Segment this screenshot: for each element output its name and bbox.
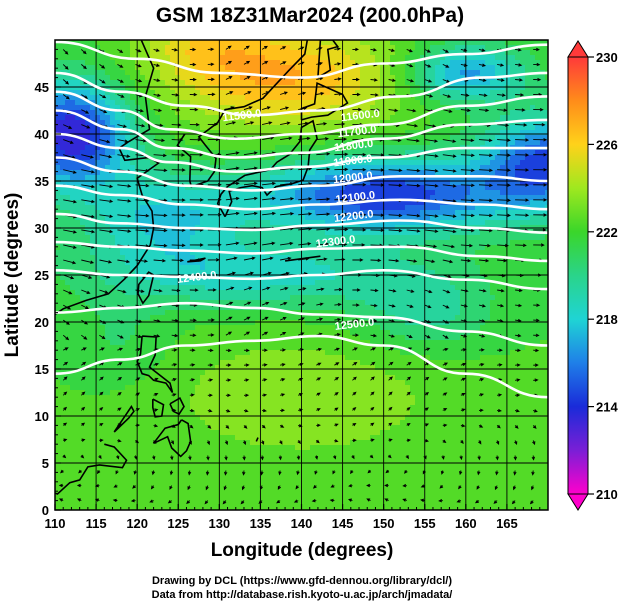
coastline-7 [152,419,192,458]
x-axis-ticks: 110 115 120 125 130 135 140 145 150 155 160 165 [45,504,541,531]
y-tick-label: 15 [35,362,49,377]
x-tick-label: 110 [45,516,66,531]
height-contour-10 [55,301,548,347]
temperature-field [55,40,548,510]
colorbar-tick-label: 218 [596,312,618,327]
contour-label-9: 12400.0 [176,269,217,286]
credit-line-1: Drawing by DCL (https://www.gfd-dennou.o… [152,575,452,587]
contour-label-1: 11600.0 [340,108,380,125]
height-contour-2 [55,90,548,141]
plot-area: 11500.0 11600.011700.011800.011900.012000… [55,40,548,510]
x-tick-label: 145 [332,516,354,531]
colorbar-tick-label: 210 [596,487,618,502]
contour-label-2: 11700.0 [337,124,377,141]
x-axis-label: Longitude (degrees) [211,540,394,561]
y-tick-label: 20 [35,315,49,330]
height-contours [55,40,548,399]
contour-label-5: 12000.0 [332,170,373,187]
x-tick-label: 155 [414,516,436,531]
coastline-3 [300,82,349,121]
height-contour-4 [55,132,548,173]
contour-label-7: 12200.0 [333,208,374,225]
y-axis-ticks: 0 5 10 15 20 25 30 35 40 45 [35,48,61,518]
x-tick-label: 140 [291,516,313,531]
x-tick-label: 165 [496,516,518,531]
contour-label-6: 12100.0 [335,189,376,206]
contour-label-0: 11500.0 [222,108,262,125]
coastline-4 [317,40,340,79]
y-tick-label: 35 [35,174,49,189]
coastline-6 [136,335,174,393]
contour-label-4: 11900.0 [333,153,373,170]
height-contour-9 [55,268,548,291]
height-contour-1 [55,71,548,117]
x-tick-label: 160 [455,516,477,531]
chart-title: GSM 18Z31Mar2024 (200.0hPa) [156,4,464,27]
y-tick-label: 45 [35,80,49,95]
colorbar: 230 226 222 218 214 210 [567,40,618,511]
colorbar-ticks: 230 226 222 218 214 210 [588,50,618,502]
height-contour-7 [55,212,548,234]
height-contour-5 [55,156,548,192]
coastline-1 [176,40,309,188]
y-tick-label: 40 [35,127,49,142]
colorbar-tick-label: 230 [596,50,618,65]
contour-labels: 11500.0 11600.011700.011800.011900.012000… [176,108,380,333]
y-tick-label: 0 [42,503,49,518]
x-tick-label: 120 [126,516,148,531]
x-tick-label: 115 [86,516,107,531]
credit-line-2: Data from http://database.rish.kyoto-u.a… [152,589,453,601]
y-tick-label: 30 [35,221,49,236]
colorbar-tick-label: 214 [596,400,618,415]
colorbar-tick-label: 226 [596,137,618,152]
coastline-14 [255,437,259,442]
contour-label-3: 11800.0 [334,138,374,155]
coastline-9 [152,398,165,418]
x-tick-label: 135 [250,516,272,531]
y-tick-label: 10 [35,409,49,424]
y-tick-label: 5 [42,456,49,471]
x-tick-label: 130 [208,516,230,531]
coastline-10 [113,405,135,433]
height-contour-8 [55,240,548,263]
x-tick-label: 125 [167,516,189,531]
height-contour-0 [55,40,548,79]
contour-label-8: 12300.0 [315,234,356,251]
coastline-0 [55,40,160,316]
colorbar-top-arrow [567,40,589,58]
height-contour-3 [55,109,548,159]
x-tick-label: 150 [373,516,395,531]
height-contour-6 [55,184,548,211]
colorbar-scale [567,56,589,495]
colorbar-bottom-arrow [567,493,589,511]
y-tick-label: 25 [35,268,49,283]
coastline-11 [55,443,128,495]
contour-label-10: 12500.0 [334,316,375,333]
height-contour-11 [55,334,548,399]
coastlines [55,40,349,495]
y-axis-label: Latitude (degrees) [2,193,23,358]
coastline-13 [284,255,321,262]
colorbar-tick-label: 222 [596,225,618,240]
coastline-2 [216,119,318,218]
